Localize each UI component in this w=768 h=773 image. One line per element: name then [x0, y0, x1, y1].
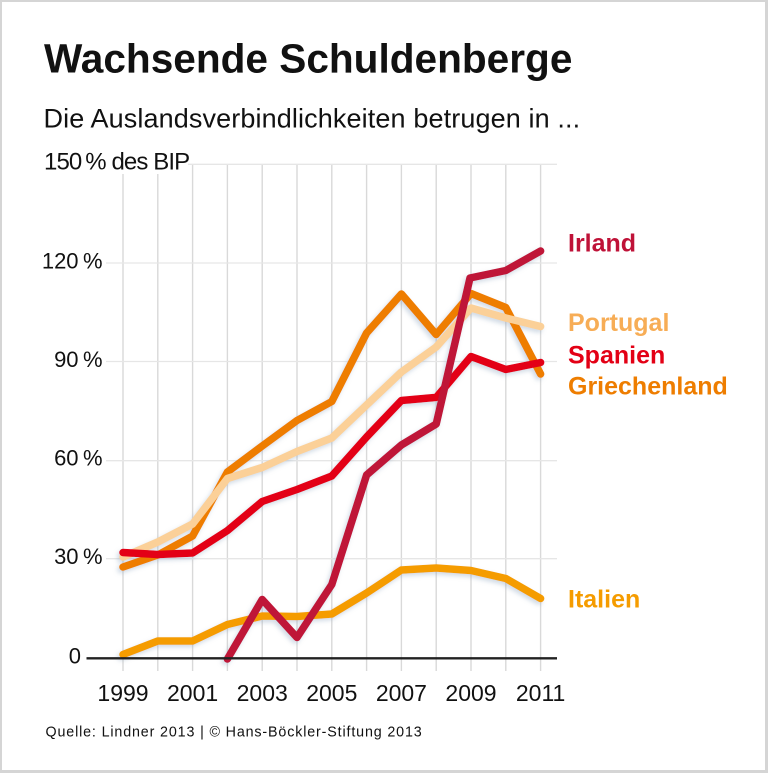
- svg-text:150 % des BIP: 150 % des BIP: [44, 149, 189, 176]
- svg-text:Portugal: Portugal: [568, 309, 669, 337]
- svg-text:Irland: Irland: [568, 229, 636, 257]
- svg-text:2009: 2009: [445, 680, 496, 706]
- svg-text:60 %: 60 %: [54, 446, 102, 471]
- svg-text:Quelle: Lindner 2013 | © Hans-: Quelle: Lindner 2013 | © Hans-Böckler-St…: [46, 725, 423, 741]
- svg-text:90 %: 90 %: [54, 347, 102, 372]
- svg-text:120 %: 120 %: [42, 249, 103, 274]
- svg-text:30 %: 30 %: [54, 544, 102, 569]
- svg-text:Italien: Italien: [568, 585, 640, 613]
- svg-text:2003: 2003: [237, 680, 288, 706]
- svg-text:Die Auslandsverbindlichkeiten: Die Auslandsverbindlichkeiten betrugen i…: [44, 103, 581, 133]
- svg-text:2011: 2011: [516, 680, 565, 706]
- svg-text:2001: 2001: [167, 680, 218, 706]
- svg-text:2007: 2007: [376, 680, 427, 706]
- svg-text:Wachsende Schuldenberge: Wachsende Schuldenberge: [44, 36, 572, 82]
- svg-text:1999: 1999: [97, 680, 148, 706]
- svg-text:2005: 2005: [306, 680, 357, 706]
- svg-text:Spanien: Spanien: [568, 342, 665, 370]
- svg-text:Griechenland: Griechenland: [568, 372, 728, 400]
- svg-text:0: 0: [69, 644, 81, 669]
